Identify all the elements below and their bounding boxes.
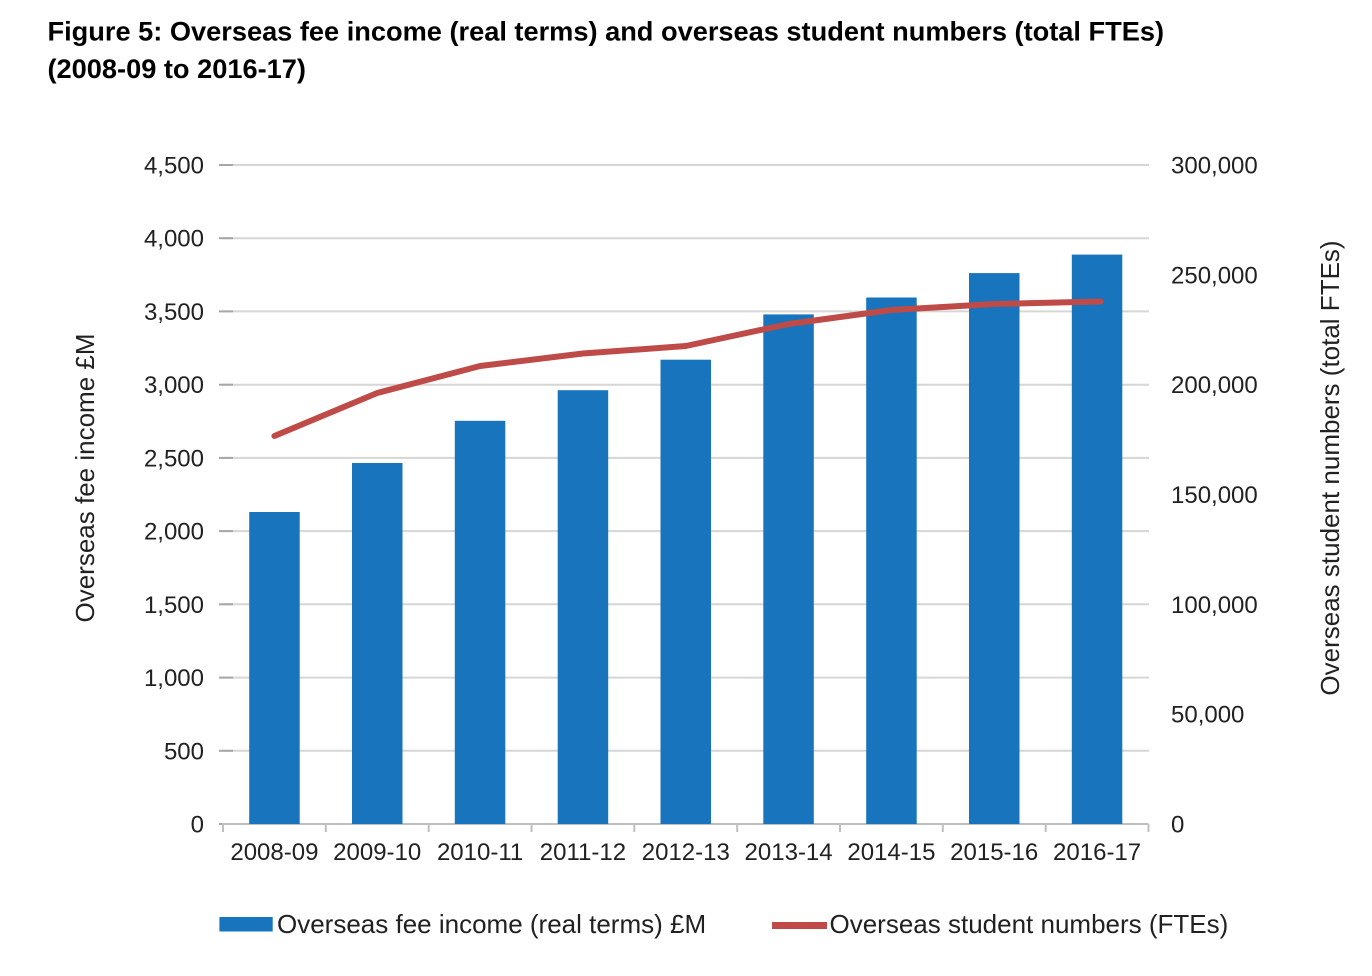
svg-text:2014-15: 2014-15 (847, 839, 935, 866)
svg-text:300,000: 300,000 (1171, 153, 1258, 180)
svg-text:(2008-09 to 2016-17): (2008-09 to 2016-17) (48, 53, 306, 84)
svg-text:100,000: 100,000 (1171, 592, 1258, 619)
svg-text:3,000: 3,000 (144, 372, 204, 399)
svg-text:2,500: 2,500 (144, 445, 204, 472)
svg-text:2015-16: 2015-16 (950, 839, 1038, 866)
svg-text:2009-10: 2009-10 (333, 839, 421, 866)
svg-text:2,000: 2,000 (144, 519, 204, 546)
svg-text:2011-12: 2011-12 (540, 839, 626, 866)
svg-text:2008-09: 2008-09 (230, 839, 318, 866)
svg-text:500: 500 (164, 738, 204, 765)
svg-text:2010-11: 2010-11 (437, 839, 523, 866)
svg-text:0: 0 (191, 812, 204, 839)
svg-text:Overseas fee income £M: Overseas fee income £M (70, 333, 100, 622)
svg-text:3,500: 3,500 (144, 299, 204, 326)
svg-text:200,000: 200,000 (1171, 372, 1258, 399)
svg-text:4,000: 4,000 (144, 226, 204, 253)
svg-text:1,000: 1,000 (144, 665, 204, 692)
svg-text:50,000: 50,000 (1171, 702, 1244, 729)
svg-text:4,500: 4,500 (144, 153, 204, 180)
svg-text:150,000: 150,000 (1171, 482, 1258, 509)
svg-text:Overseas fee income (real term: Overseas fee income (real terms) £M (277, 909, 706, 939)
svg-text:Figure 5: Overseas fee income: Figure 5: Overseas fee income (real term… (48, 16, 1165, 47)
svg-text:250,000: 250,000 (1171, 262, 1258, 289)
svg-text:2016-17: 2016-17 (1053, 839, 1141, 866)
svg-text:Overseas student numbers (FTEs: Overseas student numbers (FTEs) (830, 909, 1229, 939)
svg-text:Overseas student numbers (tot: Overseas student numbers (total FTEs) (1315, 240, 1345, 695)
svg-text:1,500: 1,500 (144, 592, 204, 619)
svg-text:0: 0 (1171, 812, 1184, 839)
svg-text:2013-14: 2013-14 (745, 839, 833, 866)
svg-text:2012-13: 2012-13 (642, 839, 730, 866)
